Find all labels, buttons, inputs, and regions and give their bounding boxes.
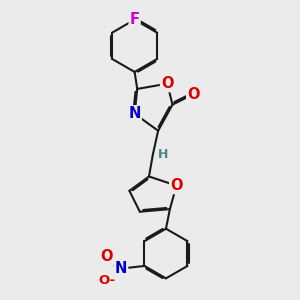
Text: N: N bbox=[115, 261, 127, 276]
Text: F: F bbox=[130, 12, 140, 27]
Text: O: O bbox=[170, 178, 183, 193]
Text: O: O bbox=[187, 87, 200, 102]
Text: H: H bbox=[158, 148, 169, 161]
Text: N: N bbox=[128, 106, 141, 121]
Text: O-: O- bbox=[98, 274, 115, 287]
Text: O: O bbox=[100, 249, 113, 264]
Text: O: O bbox=[161, 76, 173, 91]
